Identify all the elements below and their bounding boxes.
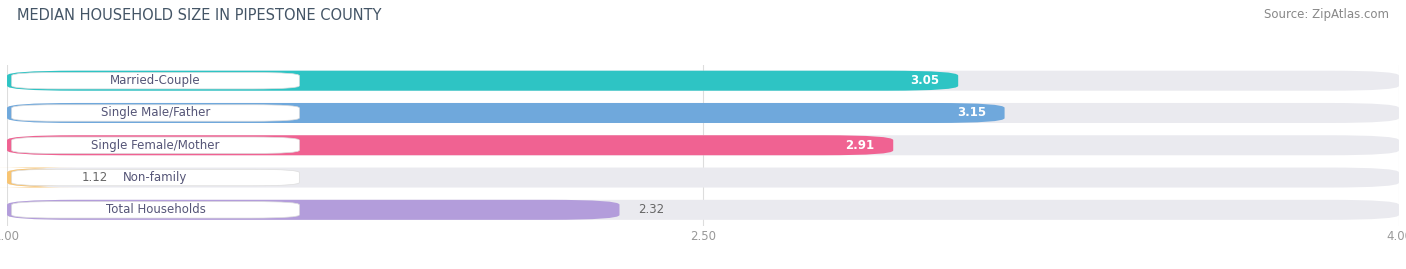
FancyBboxPatch shape	[11, 72, 299, 89]
FancyBboxPatch shape	[11, 137, 299, 154]
FancyBboxPatch shape	[7, 103, 1004, 123]
Text: Source: ZipAtlas.com: Source: ZipAtlas.com	[1264, 8, 1389, 21]
Text: Total Households: Total Households	[105, 203, 205, 216]
Text: 2.32: 2.32	[638, 203, 664, 216]
Text: Married-Couple: Married-Couple	[110, 74, 201, 87]
Text: 1.12: 1.12	[82, 171, 107, 184]
Text: 2.91: 2.91	[845, 139, 875, 152]
FancyBboxPatch shape	[7, 200, 1399, 220]
Text: 3.05: 3.05	[911, 74, 939, 87]
Text: MEDIAN HOUSEHOLD SIZE IN PIPESTONE COUNTY: MEDIAN HOUSEHOLD SIZE IN PIPESTONE COUNT…	[17, 8, 381, 23]
Text: Single Male/Father: Single Male/Father	[101, 107, 209, 119]
FancyBboxPatch shape	[7, 103, 1399, 123]
FancyBboxPatch shape	[11, 201, 299, 218]
FancyBboxPatch shape	[7, 135, 893, 155]
FancyBboxPatch shape	[7, 200, 620, 220]
FancyBboxPatch shape	[7, 71, 1399, 91]
FancyBboxPatch shape	[11, 105, 299, 121]
Text: Single Female/Mother: Single Female/Mother	[91, 139, 219, 152]
FancyBboxPatch shape	[11, 169, 299, 186]
FancyBboxPatch shape	[0, 168, 76, 187]
FancyBboxPatch shape	[7, 168, 1399, 187]
FancyBboxPatch shape	[7, 135, 1399, 155]
FancyBboxPatch shape	[7, 71, 957, 91]
Text: Non-family: Non-family	[124, 171, 187, 184]
Text: 3.15: 3.15	[957, 107, 986, 119]
